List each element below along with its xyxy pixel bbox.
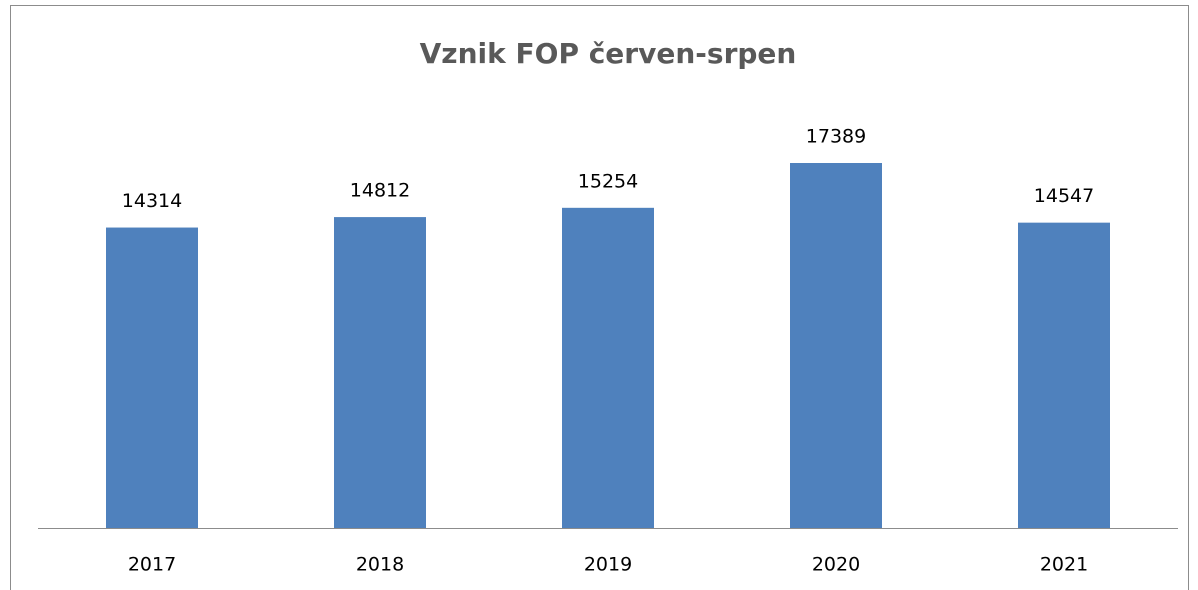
data-label: 14812 <box>350 180 410 202</box>
data-label: 15254 <box>578 170 638 192</box>
chart-title: Vznik FOP červen-srpen <box>420 37 797 70</box>
bar <box>790 163 882 528</box>
data-label: 14314 <box>122 190 182 212</box>
bar <box>106 227 198 529</box>
x-tick-label: 2018 <box>356 554 404 576</box>
x-tick-label: 2019 <box>584 554 632 576</box>
data-label: 17389 <box>806 126 866 148</box>
x-tick-label: 2017 <box>128 554 176 576</box>
data-label: 14547 <box>1034 185 1094 207</box>
x-tick-label: 2020 <box>812 554 860 576</box>
x-tick-label: 2021 <box>1040 554 1088 576</box>
bar <box>334 217 426 528</box>
bar <box>562 207 654 528</box>
bar <box>1018 222 1110 529</box>
